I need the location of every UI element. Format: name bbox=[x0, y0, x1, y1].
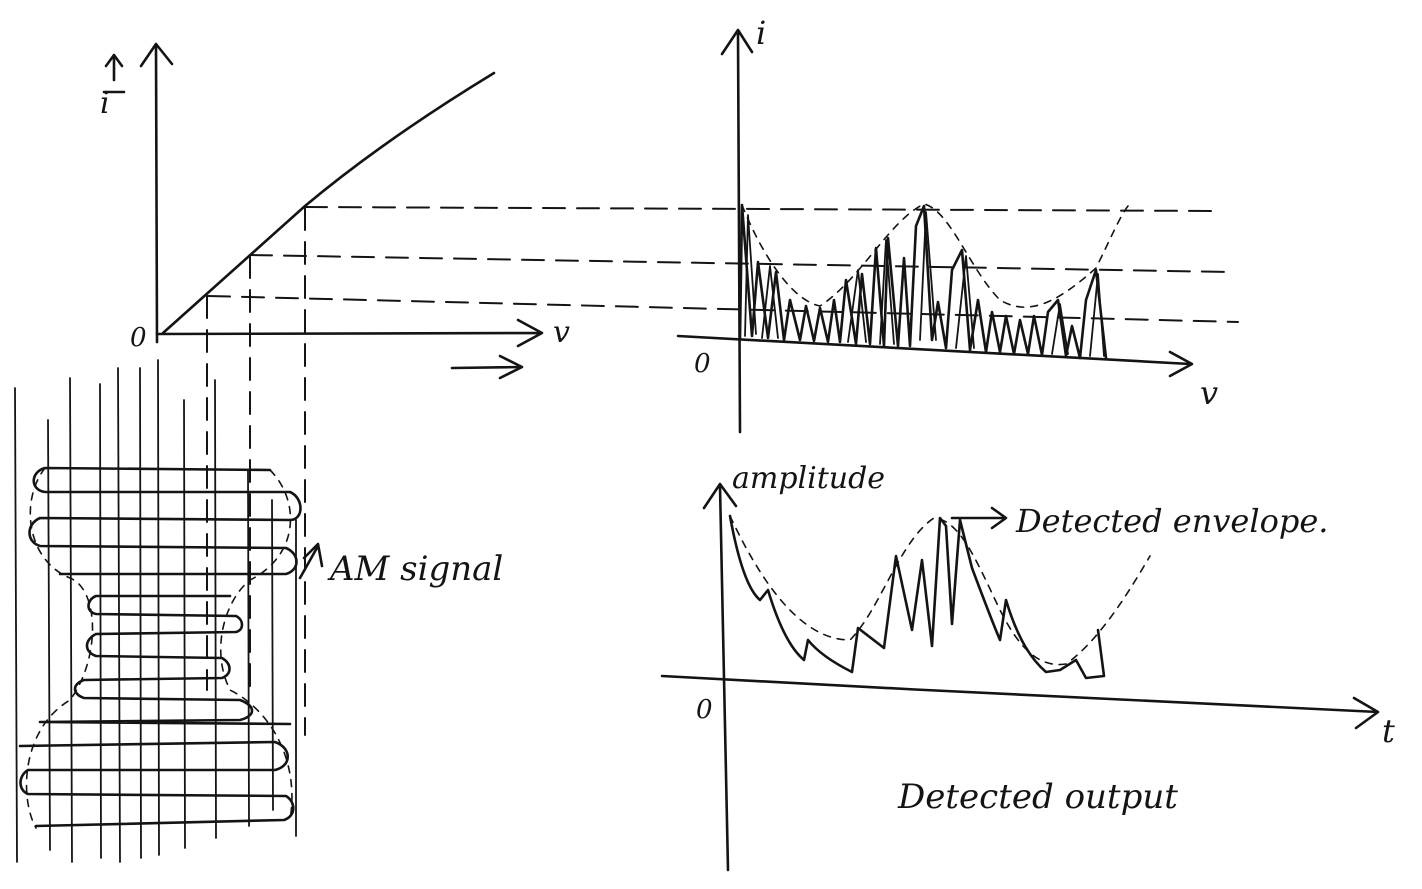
characteristic-x-axis-label: v bbox=[553, 315, 570, 350]
pulses-y-axis-label: i bbox=[756, 14, 766, 52]
output-y-axis-label: amplitude bbox=[732, 461, 885, 496]
voltage-direction-arrow bbox=[450, 354, 524, 380]
projection-line-high bbox=[304, 206, 1221, 212]
current-pulses-panel: i v 0 bbox=[676, 14, 1218, 434]
characteristic-panel: i v 0 bbox=[100, 42, 1239, 736]
characteristic-y-axis-label: i bbox=[100, 86, 110, 121]
output-x-axis bbox=[660, 674, 1380, 730]
pulses-x-axis-label: v bbox=[1200, 374, 1218, 412]
am-signal-label: AM signal bbox=[327, 549, 503, 589]
detected-output-caption: Detected output bbox=[897, 777, 1178, 817]
current-pulse-train bbox=[738, 203, 1108, 360]
pulses-x-axis bbox=[676, 334, 1194, 378]
projection-line-low bbox=[207, 295, 1239, 323]
output-origin-label: 0 bbox=[696, 695, 713, 725]
characteristic-y-axis bbox=[139, 42, 174, 344]
detected-output-panel: amplitude t 0 Detected envelope. Detecte… bbox=[660, 461, 1395, 872]
time-grid-lines bbox=[14, 359, 297, 863]
detected-envelope-label: Detected envelope. bbox=[1015, 502, 1328, 540]
pulses-y-axis bbox=[720, 28, 754, 434]
characteristic-x-axis bbox=[155, 318, 544, 348]
characteristic-origin-label: 0 bbox=[130, 323, 147, 353]
current-direction-arrow bbox=[102, 53, 126, 94]
output-x-axis-label: t bbox=[1382, 712, 1395, 750]
pulses-origin-label: 0 bbox=[694, 349, 711, 379]
pulses-envelope bbox=[741, 203, 1129, 308]
envelope-pointer-arrow bbox=[950, 506, 1008, 530]
characteristic-curve bbox=[161, 71, 496, 335]
am-envelope bbox=[25, 467, 293, 829]
detected-output-waveform bbox=[728, 514, 1106, 680]
am-signal-pointer-arrow bbox=[298, 542, 324, 580]
am-waveform bbox=[18, 466, 302, 828]
output-y-axis bbox=[702, 482, 738, 872]
am-signal-panel: AM signal bbox=[14, 359, 503, 863]
detected-envelope-curve bbox=[729, 515, 1151, 666]
